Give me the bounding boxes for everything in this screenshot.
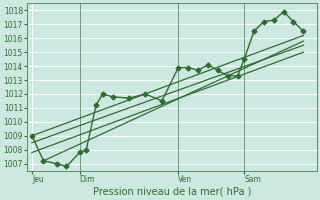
X-axis label: Pression niveau de la mer( hPa ): Pression niveau de la mer( hPa ) <box>92 187 251 197</box>
